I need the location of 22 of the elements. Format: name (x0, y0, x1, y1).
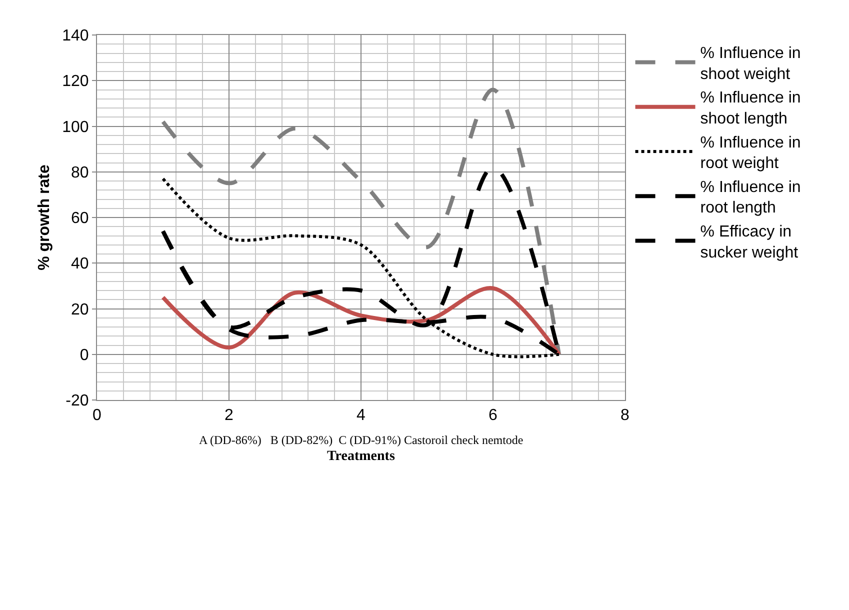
text: A (DD-86%) B (DD-82%) C (DD-91%) Castoroil check nemtode (199, 433, 524, 447)
legend-label: % Influence in root weight (700, 134, 801, 172)
legend-label: % Efficacy in sucker weight (700, 224, 799, 262)
x-tick-label: 4 (356, 407, 366, 424)
x-tick-label: 8 (620, 407, 630, 424)
y-tick-label: 120 (62, 73, 89, 90)
x-tick-label: 0 (92, 407, 102, 424)
legend-label: % Influence in shoot length (700, 90, 801, 128)
y-axis-title: % growth rate (36, 164, 53, 270)
y-tick-label: 60 (71, 210, 89, 228)
y-tick-label: 40 (71, 256, 89, 273)
legend-label: % Influence in shoot weight (700, 45, 801, 83)
y-tick-label: 100 (62, 118, 89, 136)
y-tick-label: -20 (66, 392, 89, 410)
y-tick-label: 20 (71, 301, 89, 318)
y-tick-label: 0 (80, 346, 89, 364)
x-tick-label: 2 (224, 407, 234, 424)
x-tick-label: 6 (488, 407, 498, 424)
x-axis-title: Treatments (327, 449, 396, 464)
y-tick-label: 80 (71, 164, 89, 182)
legend-label: % Influence in root length (700, 178, 801, 217)
y-tick-label: 140 (62, 28, 89, 45)
